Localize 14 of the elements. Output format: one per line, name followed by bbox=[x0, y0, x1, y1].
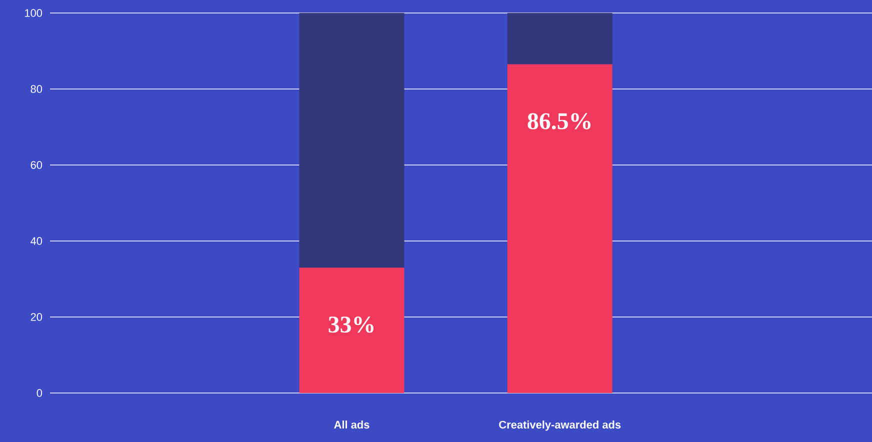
bar bbox=[299, 268, 404, 393]
y-tick-label: 100 bbox=[25, 9, 42, 17]
y-tick-label: 0 bbox=[36, 389, 42, 397]
y-tick-label: 20 bbox=[30, 313, 42, 321]
y-tick-label: 40 bbox=[30, 237, 42, 245]
data-label: 86.5% bbox=[528, 113, 590, 130]
bar bbox=[507, 12, 612, 64]
data-label: 33% bbox=[328, 316, 374, 333]
x-tick-label: All ads bbox=[334, 420, 370, 429]
bar bbox=[507, 64, 612, 393]
y-tick-label: 60 bbox=[30, 161, 42, 169]
y-tick-label: 80 bbox=[30, 85, 42, 93]
bar bbox=[299, 12, 404, 268]
x-tick-label: Creatively-awarded ads bbox=[499, 420, 621, 431]
